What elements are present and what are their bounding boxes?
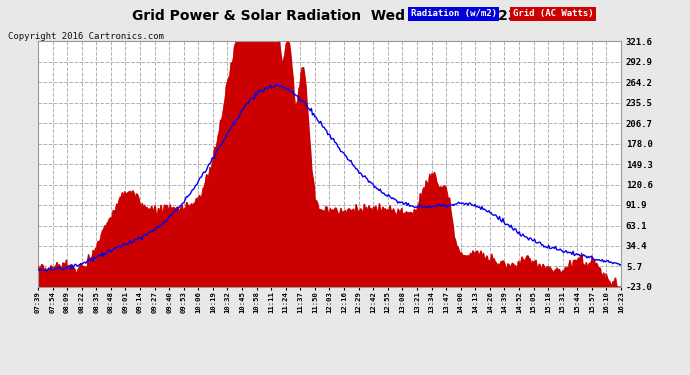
Text: Copyright 2016 Cartronics.com: Copyright 2016 Cartronics.com [8, 32, 164, 41]
Text: Grid (AC Watts): Grid (AC Watts) [513, 9, 593, 18]
Text: Grid Power & Solar Radiation  Wed Dec 21  16:23: Grid Power & Solar Radiation Wed Dec 21 … [132, 9, 517, 23]
Text: Radiation (w/m2): Radiation (w/m2) [411, 9, 497, 18]
